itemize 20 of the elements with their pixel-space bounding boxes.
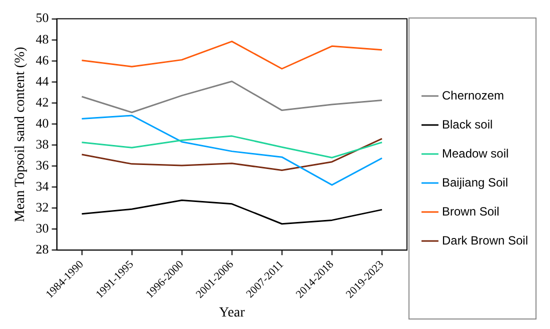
- legend-label: Black soil: [442, 117, 493, 132]
- y-tick-label: 34: [36, 178, 50, 194]
- y-tick-label: 46: [36, 52, 50, 68]
- legend-label: Meadow soil: [442, 146, 509, 160]
- y-tick-label: 38: [36, 136, 49, 152]
- y-tick-label: 36: [36, 157, 50, 172]
- y-tick-label: 42: [36, 94, 49, 110]
- y-tick-label: 50: [36, 10, 49, 26]
- y-tick-label: 44: [36, 73, 50, 88]
- y-tick-label: 32: [36, 200, 49, 215]
- x-axis-title: Year: [218, 305, 246, 320]
- legend-label: Chernozem: [442, 88, 504, 102]
- legend-label: Dark Brown Soil: [442, 233, 528, 248]
- y-tick-label: 40: [36, 115, 49, 130]
- y-tick-label: 28: [36, 242, 49, 257]
- legend-label: Baijiang Soil: [442, 175, 508, 190]
- legend-label: Brown Soil: [442, 204, 500, 218]
- y-tick-label: 30: [36, 220, 49, 236]
- y-tick-label: 48: [36, 31, 49, 46]
- y-axis-title: Mean Topsoil sand content (%): [13, 46, 28, 222]
